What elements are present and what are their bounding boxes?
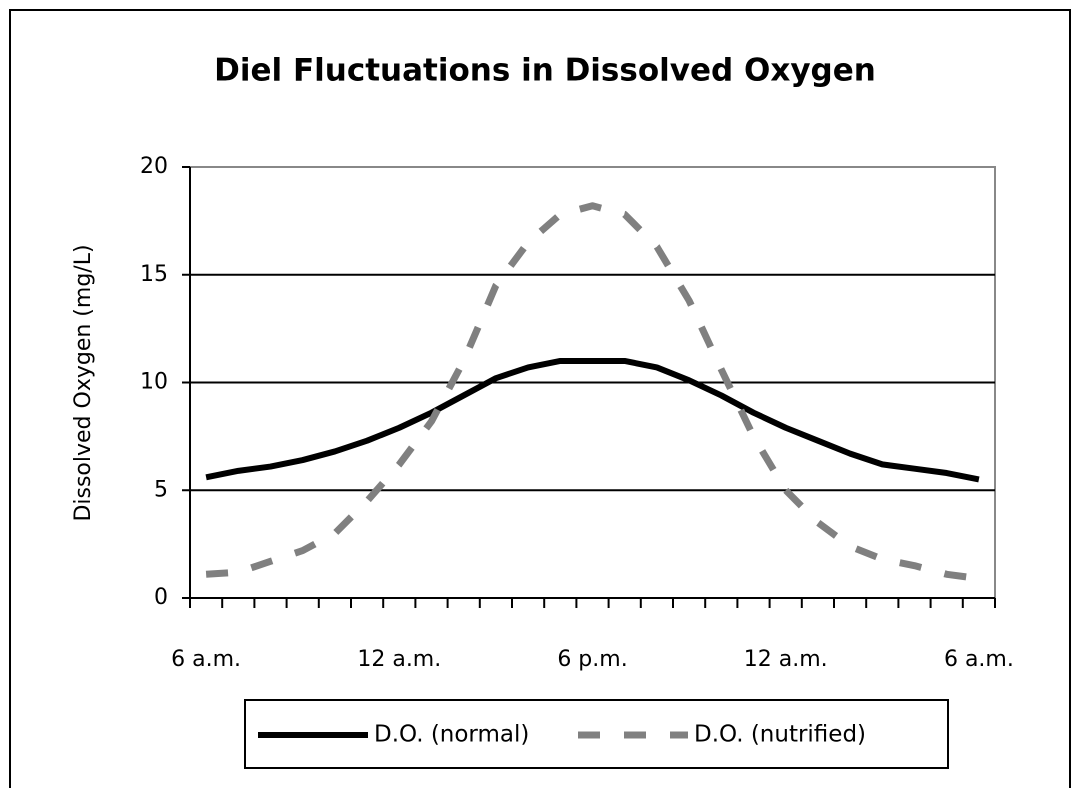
x-tick-label: 6 p.m. bbox=[557, 647, 627, 672]
chart-title: Diel Fluctuations in Dissolved Oxygen bbox=[214, 53, 876, 89]
y-axis-label: Dissolved Oxygen (mg/L) bbox=[71, 244, 96, 521]
frame bbox=[9, 9, 1071, 788]
y-tick-label: 5 bbox=[154, 477, 168, 502]
x-tick-label: 6 a.m. bbox=[944, 647, 1014, 672]
y-tick-label: 20 bbox=[140, 154, 168, 179]
x-tick-label: 12 a.m. bbox=[357, 647, 441, 672]
x-tick-label: 12 a.m. bbox=[744, 647, 828, 672]
legend-label: D.O. (nutrified) bbox=[694, 722, 866, 748]
series-line bbox=[205, 357, 980, 483]
series-line bbox=[205, 202, 980, 583]
y-tick-label: 0 bbox=[154, 585, 168, 610]
y-tick-label: 10 bbox=[140, 370, 168, 395]
legend-label: D.O. (normal) bbox=[374, 722, 529, 748]
y-tick-label: 15 bbox=[140, 262, 168, 287]
x-tick-label: 6 a.m. bbox=[171, 647, 241, 672]
